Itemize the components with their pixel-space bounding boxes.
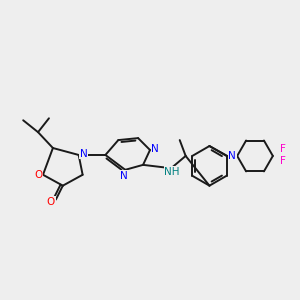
- Text: NH: NH: [164, 167, 179, 177]
- Text: N: N: [120, 171, 128, 181]
- Text: N: N: [151, 144, 159, 154]
- Text: O: O: [47, 196, 55, 206]
- Text: F: F: [280, 156, 286, 166]
- Text: O: O: [34, 170, 42, 180]
- Text: N: N: [80, 149, 88, 159]
- Text: N: N: [228, 151, 236, 161]
- Text: F: F: [280, 144, 286, 154]
